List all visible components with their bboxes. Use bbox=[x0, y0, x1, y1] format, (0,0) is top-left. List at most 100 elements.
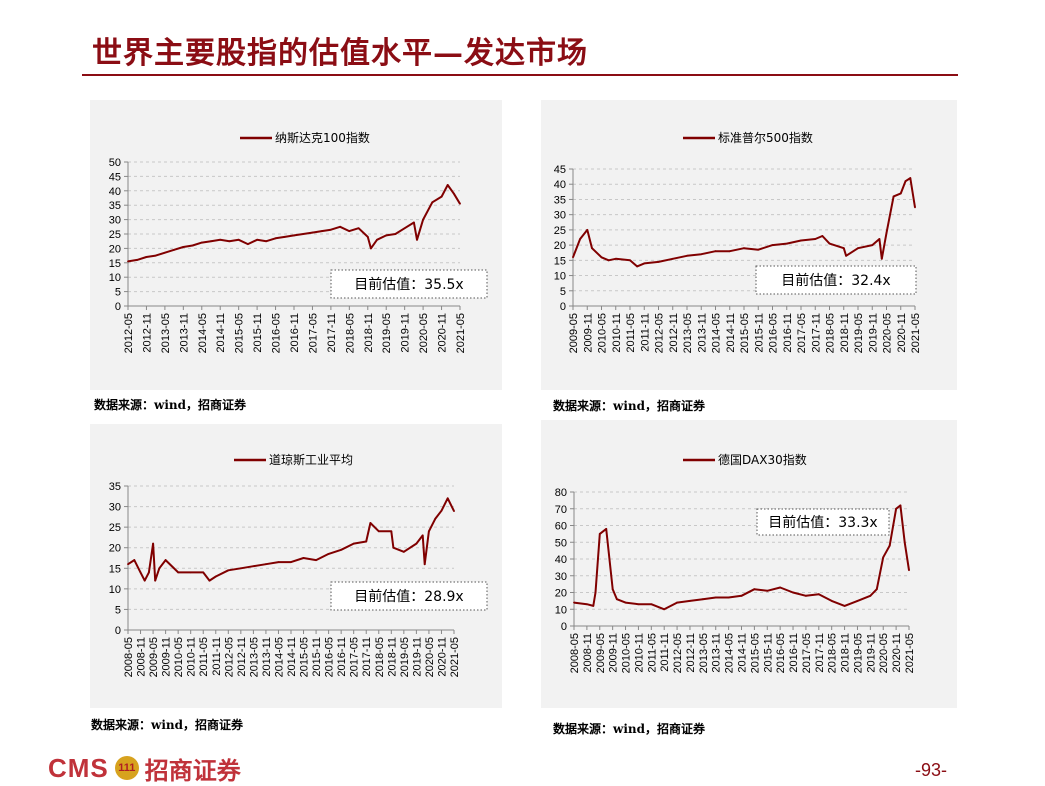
data-point bbox=[290, 561, 292, 564]
data-point bbox=[701, 598, 704, 601]
x-tick-label: 2011-11 bbox=[659, 633, 671, 672]
data-point bbox=[779, 586, 782, 589]
x-tick-label: 2012-11 bbox=[236, 637, 248, 677]
x-tick-label: 2020-11 bbox=[436, 637, 448, 677]
x-tick-label: 2021-05 bbox=[910, 313, 922, 353]
data-point bbox=[228, 240, 231, 243]
data-point bbox=[392, 546, 395, 549]
data-point bbox=[415, 542, 418, 545]
x-tick-label: 2016-05 bbox=[324, 637, 336, 677]
data-point bbox=[856, 599, 859, 602]
data-point bbox=[421, 534, 424, 537]
legend-label: 纳斯达克100指数 bbox=[275, 130, 370, 145]
y-tick-label: 30 bbox=[554, 210, 566, 222]
data-point bbox=[714, 250, 717, 253]
x-tick-label: 2010-05 bbox=[173, 637, 185, 677]
x-tick-label: 2010-11 bbox=[611, 313, 623, 353]
x-tick-label: 2008-11 bbox=[582, 633, 594, 673]
y-tick-label: 10 bbox=[555, 604, 567, 616]
data-point bbox=[579, 238, 582, 240]
data-point bbox=[394, 233, 397, 235]
data-point bbox=[785, 242, 788, 245]
y-tick-label: 25 bbox=[554, 225, 566, 237]
data-point bbox=[766, 589, 769, 592]
data-point bbox=[586, 228, 589, 231]
data-point bbox=[265, 563, 267, 566]
data-point bbox=[208, 579, 211, 582]
y-tick-label: 5 bbox=[560, 286, 566, 298]
chart-panel-dax: 0 10 20 30 40 50 60 70 80 2008-05 2008-11 2009-05 20… bbox=[541, 420, 957, 708]
data-point bbox=[428, 530, 430, 533]
x-tick-label: 2020-05 bbox=[878, 633, 890, 673]
data-point bbox=[440, 509, 443, 512]
x-tick-label: 2014-05 bbox=[197, 313, 209, 353]
y-tick-label: 50 bbox=[555, 537, 567, 549]
x-tick-label: 2010-05 bbox=[621, 633, 633, 673]
data-point bbox=[440, 195, 443, 198]
annotation-box bbox=[330, 269, 488, 299]
legend-label: 标准普尔500指数 bbox=[718, 130, 813, 145]
data-point bbox=[431, 201, 434, 204]
x-tick-label: 2016-11 bbox=[788, 633, 800, 673]
data-point bbox=[629, 259, 631, 262]
data-point bbox=[792, 591, 794, 594]
x-tick-label: 2018-11 bbox=[839, 313, 851, 353]
data-point bbox=[657, 260, 660, 263]
data-point bbox=[164, 559, 167, 561]
x-tick-label: 2017-11 bbox=[361, 637, 373, 677]
data-point bbox=[154, 579, 157, 582]
data-point bbox=[315, 559, 317, 561]
data-point bbox=[600, 256, 603, 259]
x-tick-label: 2009-11 bbox=[161, 637, 173, 677]
x-tick-label: 2008-05 bbox=[123, 637, 135, 677]
y-tick-label: 15 bbox=[109, 563, 121, 575]
x-tick-label: 2015-05 bbox=[749, 633, 761, 673]
x-tick-label: 2014-11 bbox=[286, 637, 298, 677]
data-point bbox=[311, 231, 314, 234]
data-point bbox=[843, 605, 846, 607]
data-point bbox=[173, 248, 176, 251]
chart-nasdaq: 0 5 10 15 20 25 30 35 40 45 50 2012-05 2012-11 2013-0… bbox=[109, 130, 488, 353]
x-tick-label: 2013-11 bbox=[178, 313, 190, 353]
data-point bbox=[636, 265, 639, 268]
series-line bbox=[127, 184, 461, 263]
series-line bbox=[572, 177, 916, 268]
data-point bbox=[676, 601, 678, 604]
chart-dow: 0 5 10 15 20 25 30 35 2008-05 2008-11 2009-05 2009-… bbox=[109, 452, 488, 677]
data-point bbox=[145, 256, 148, 258]
data-point bbox=[402, 550, 405, 553]
data-point bbox=[914, 206, 916, 209]
data-point bbox=[390, 530, 393, 533]
data-point bbox=[403, 227, 406, 230]
data-point bbox=[237, 238, 240, 241]
y-tick-label: 10 bbox=[109, 584, 121, 596]
data-point bbox=[227, 569, 230, 572]
x-tick-label: 2015-05 bbox=[739, 313, 751, 353]
x-tick-label: 2015-05 bbox=[299, 637, 311, 677]
annotation-box bbox=[330, 581, 488, 611]
x-tick-label: 2016-05 bbox=[768, 313, 780, 353]
data-point bbox=[210, 240, 212, 243]
y-tick-label: 50 bbox=[109, 157, 121, 169]
data-point bbox=[800, 239, 802, 242]
data-point bbox=[139, 571, 142, 574]
data-point bbox=[453, 510, 455, 512]
x-tick-label: 2019-11 bbox=[867, 313, 879, 353]
data-point bbox=[727, 596, 730, 599]
x-tick-label: 2009-11 bbox=[608, 633, 620, 673]
x-tick-label: 2017-05 bbox=[801, 633, 813, 673]
y-tick-label: 45 bbox=[554, 164, 566, 176]
annotation-box bbox=[756, 508, 890, 536]
x-tick-label: 2009-11 bbox=[582, 313, 594, 353]
x-tick-label: 2020-11 bbox=[437, 313, 449, 353]
x-tick-label: 2014-05 bbox=[273, 637, 285, 677]
data-point bbox=[591, 247, 593, 250]
data-point bbox=[302, 557, 305, 559]
x-tick-label: 2021-05 bbox=[455, 313, 467, 353]
data-point bbox=[385, 234, 388, 237]
data-point bbox=[821, 235, 824, 237]
data-point bbox=[880, 257, 883, 260]
chart-panel-nasdaq: 0 5 10 15 20 25 30 35 40 45 50 2012-05 2012-11 2013-0… bbox=[90, 100, 502, 390]
chart-panel-dow: 0 5 10 15 20 25 30 35 2008-05 2008-11 2009-05 2009-… bbox=[90, 424, 502, 708]
x-tick-label: 2017-11 bbox=[810, 313, 822, 353]
